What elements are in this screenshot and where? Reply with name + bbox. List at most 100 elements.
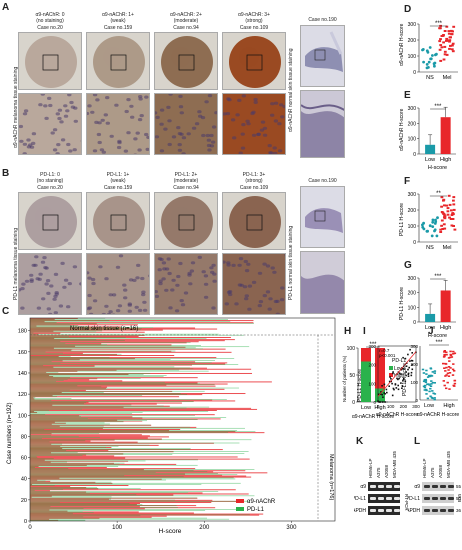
data-point <box>397 384 399 387</box>
data-point <box>443 50 447 53</box>
blot-row-label: PD-L1 <box>354 496 366 502</box>
data-point <box>411 363 413 366</box>
data-point <box>424 378 427 381</box>
legend-label: Low <box>394 366 404 372</box>
bar-low <box>361 361 371 402</box>
panel-c-bar-a9 <box>30 434 142 436</box>
data-point <box>428 384 431 386</box>
tissue-core-overview <box>86 32 150 90</box>
data-point <box>424 388 428 391</box>
data-point <box>405 365 408 367</box>
panel-c-xtick-label: 300 <box>286 525 297 531</box>
ylabel: α9-nAChR H-score <box>399 23 405 66</box>
xlabel: H-score <box>428 333 447 339</box>
tile-score-label: PD-L1: 1+ <box>106 172 130 178</box>
panel-c-bar-a9 <box>30 516 152 518</box>
data-point <box>402 356 404 359</box>
data-point <box>451 50 455 53</box>
category-label: Low <box>361 405 371 411</box>
data-point <box>442 58 446 61</box>
data-point <box>453 228 457 231</box>
ytick-label: 300 <box>410 344 418 349</box>
tile-score-label: PD-L1: 3+ <box>242 172 266 178</box>
data-point <box>400 382 402 384</box>
data-point <box>447 194 451 197</box>
data-point <box>392 372 394 375</box>
legend-swatch-pdl1 <box>236 507 244 511</box>
ytick-label: 0 <box>413 70 416 76</box>
data-point <box>443 367 446 369</box>
significance-label: *** <box>434 104 442 110</box>
panel-c-ytick-label: 140 <box>18 371 27 377</box>
panel-c-xlabel: H-score <box>159 528 182 535</box>
tile-case-label: Case no.20 <box>37 25 63 31</box>
data-point <box>453 352 457 355</box>
data-point <box>398 377 400 380</box>
ytick-label: 100 <box>408 137 417 143</box>
data-point <box>391 394 394 397</box>
legend-swatch <box>389 373 393 377</box>
panel-c-bar-a9 <box>30 513 264 515</box>
ytick-label: 0 <box>373 400 376 405</box>
blot-band <box>448 485 454 488</box>
panel-c-bar-a9 <box>30 351 232 353</box>
panel-c-bar-a9 <box>30 332 61 334</box>
panel-c-ytick-label: 80 <box>21 434 27 440</box>
data-point <box>452 350 455 353</box>
data-point <box>431 225 435 228</box>
data-point <box>450 33 454 36</box>
panel-c-bar-a9 <box>30 450 109 452</box>
data-point <box>424 384 427 387</box>
bar-high <box>361 348 371 362</box>
data-point <box>445 39 448 42</box>
data-point <box>409 360 411 362</box>
data-point <box>401 367 403 370</box>
ytick-label: 300 <box>408 192 417 198</box>
panel-c-bar-a9 <box>30 418 221 420</box>
lane-label: A375 <box>430 467 435 478</box>
tile-score-label: α9-nAChR: 1+ <box>102 12 134 18</box>
tissue-core-overview <box>222 32 286 90</box>
data-point <box>421 368 425 371</box>
legend-title: PD-L1 <box>392 358 406 364</box>
data-point <box>433 64 436 68</box>
data-point <box>401 385 404 387</box>
panel-c-xtick-label: 100 <box>112 525 123 531</box>
data-point <box>445 387 448 390</box>
panel-c-bar-a9 <box>30 388 225 390</box>
data-point <box>441 228 445 230</box>
data-point <box>392 387 395 390</box>
data-point <box>429 375 432 378</box>
bar-low <box>375 388 385 402</box>
data-point <box>442 199 445 202</box>
panel-c-bar-a9 <box>30 501 212 503</box>
tissue-core-overview <box>154 32 218 90</box>
tissue-core-overview <box>222 192 286 250</box>
data-point <box>384 393 386 395</box>
category-label: NS <box>426 245 434 251</box>
data-point <box>446 372 450 375</box>
data-point <box>449 350 452 353</box>
tissue-core-zoom <box>86 253 150 315</box>
panel-c-bar-a9 <box>30 436 169 438</box>
panel-c-normal-annotation: Normal skin tissue (n=16) <box>70 326 138 332</box>
ytick-label: 200 <box>408 208 417 214</box>
ylabel: PD-L1 H-score <box>399 203 405 236</box>
data-point <box>433 397 436 399</box>
panel-c-ytick-label: 120 <box>18 392 27 398</box>
data-point <box>377 393 380 396</box>
data-point <box>443 350 446 352</box>
data-point <box>445 351 448 354</box>
data-point <box>450 209 453 212</box>
panel-c-bar-a9 <box>30 414 215 416</box>
data-point <box>436 216 439 220</box>
panel-c-bar-a9 <box>30 341 199 343</box>
blot-band <box>378 485 384 488</box>
data-point <box>377 400 379 402</box>
data-point <box>448 36 452 39</box>
tile-score-sublabel: (strong) <box>245 178 263 184</box>
blot-band <box>394 485 400 488</box>
data-point <box>393 388 395 391</box>
data-point <box>422 60 425 64</box>
panel-c-bar-a9 <box>30 403 157 405</box>
